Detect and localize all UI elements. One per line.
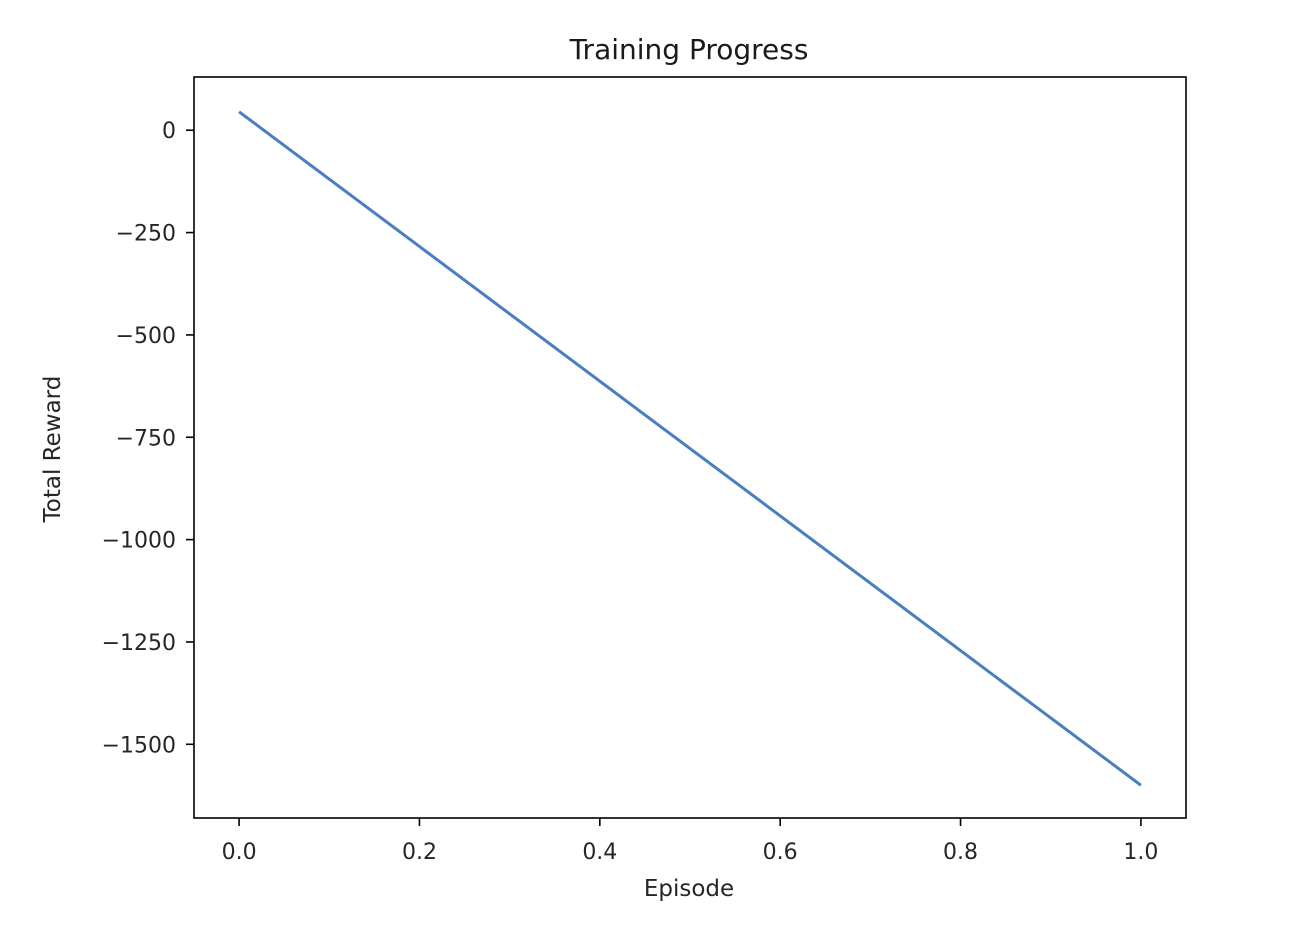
y-tick-label: −1000 bbox=[102, 529, 176, 554]
x-tick-label: 0.2 bbox=[402, 840, 437, 865]
x-tick-label: 0.0 bbox=[222, 840, 257, 865]
x-tick-label: 0.8 bbox=[943, 840, 978, 865]
y-tick-label: −750 bbox=[116, 426, 176, 451]
y-tick-label: −250 bbox=[116, 222, 176, 247]
y-tick-label: −1500 bbox=[102, 733, 176, 758]
y-tick-label: 0 bbox=[162, 119, 176, 144]
x-tick-label: 0.6 bbox=[763, 840, 798, 865]
y-axis: 0 −250 −500 −750 −1000 −1250 −1500 bbox=[102, 119, 194, 758]
x-axis: 0.0 0.2 0.4 0.6 0.8 1.0 bbox=[222, 818, 1158, 865]
x-tick-label: 1.0 bbox=[1123, 840, 1158, 865]
series-layer bbox=[238, 110, 1142, 787]
y-axis-label: Total Reward bbox=[40, 376, 66, 524]
series-line bbox=[238, 110, 1142, 787]
y-tick-label: −500 bbox=[116, 324, 176, 349]
x-axis-label: Episode bbox=[644, 876, 734, 902]
chart-title: Training Progress bbox=[569, 33, 809, 66]
y-tick-label: −1250 bbox=[102, 631, 176, 656]
plot-frame bbox=[193, 76, 1187, 819]
x-tick-label: 0.4 bbox=[582, 840, 617, 865]
